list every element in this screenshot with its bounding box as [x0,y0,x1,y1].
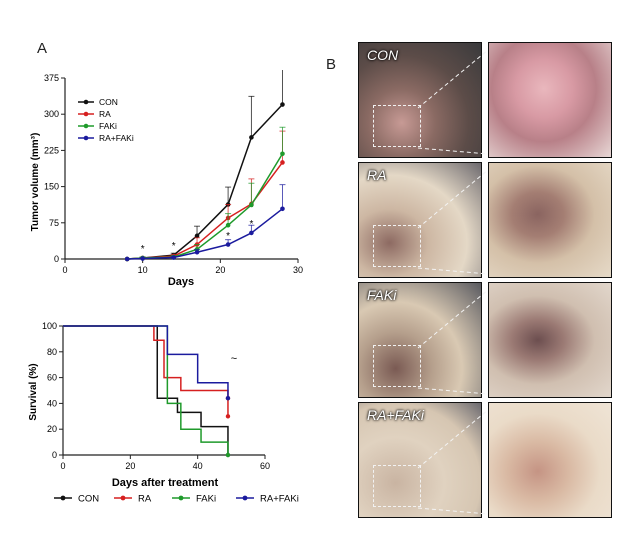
photo-group-label: RA [367,167,387,183]
mouse-photo-zoom [488,282,612,398]
panel-b-label: B [326,56,337,73]
volume-data-point [225,242,231,247]
volume-data-point [280,102,285,107]
survival-y-label: Survival (%) [28,363,39,420]
volume-data-point [249,202,254,208]
survival-legend-label: CON [78,494,99,505]
volume-legend-label: RA [99,109,111,119]
volume-y-label: Tumor volume (mm³) [30,133,41,232]
survival-legend-marker [242,495,248,501]
significance-marker: * [226,231,230,242]
volume-y-tick-label: 300 [44,109,59,119]
survival-y-tick-label: 80 [47,347,57,357]
zoom-region-box [373,225,421,267]
volume-x-tick-label: 20 [215,265,225,275]
survival-x-label: Days after treatment [112,477,219,489]
mouse-photo-zoom [488,42,612,158]
volume-data-point [140,256,145,261]
photo-group-label: CON [367,47,399,63]
survival-annotation: ~ [231,353,237,365]
panel-a-label: A [37,40,48,57]
volume-y-tick-label: 75 [49,218,59,228]
volume-x-tick-label: 0 [62,265,67,275]
volume-legend-marker [83,123,89,129]
volume-legend-label: CON [99,97,118,107]
volume-y-tick-label: 375 [44,73,59,83]
volume-series-line [127,162,284,260]
volume-series-line [127,153,284,260]
survival-legend-label: RA+FAKi [260,494,299,505]
volume-data-point [280,206,285,212]
mouse-photo-overview: RA [358,162,482,278]
volume-x-tick-label: 10 [138,265,148,275]
volume-x-label: Days [168,276,194,288]
zoom-region-box [373,345,421,387]
volume-x-tick-label: 30 [293,265,303,275]
volume-series-line [127,208,283,260]
volume-data-point [194,249,200,255]
survival-x-tick-label: 40 [193,461,203,471]
survival-x-tick-label: 0 [60,461,65,471]
survival-end-point [225,414,231,419]
photo-group-label: RA+FAKi [367,407,424,423]
volume-data-point [249,230,254,236]
volume-series-line [127,104,284,260]
survival-y-tick-label: 0 [52,450,57,460]
tumor-volume-chart: 0 75 150 225 300 375 0 10 20 30 * * * * CON RA FAKi RA+… [30,70,303,288]
volume-legend-marker [83,135,89,141]
survival-y-tick-label: 60 [47,373,57,383]
survival-legend: CON RA FAKi RA+FAKi [54,494,299,505]
mouse-photo-overview: CON [358,42,482,158]
mouse-photo-overview: RA+FAKi [358,402,482,518]
mouse-photo-zoom [488,402,612,518]
volume-data-point [249,135,254,140]
volume-y-tick-label: 150 [44,182,59,192]
volume-y-tick-label: 0 [54,254,59,264]
volume-data-point [171,255,177,260]
volume-data-point [280,160,285,165]
survival-legend-marker [60,495,66,501]
zoom-region-box [373,465,421,507]
survival-step-line [63,325,229,399]
photo-group-label: FAKi [367,287,397,303]
survival-legend-label: FAKi [196,494,216,505]
volume-data-point [124,256,130,262]
mouse-photo-overview: FAKi [358,282,482,398]
significance-marker: * [172,241,176,252]
survival-y-tick-label: 20 [47,424,57,434]
survival-legend-marker [120,495,126,501]
volume-data-point [280,151,285,157]
significance-marker: * [141,244,145,255]
zoom-region-box [373,105,421,147]
volume-data-point [194,233,200,239]
survival-legend-label: RA [138,494,152,505]
survival-step-line [63,325,229,455]
survival-step-line [63,325,229,417]
survival-chart: 0 20 40 60 80 100 0 20 40 60 ~ Days after treatme… [28,321,270,489]
survival-y-tick-label: 100 [42,321,57,331]
survival-x-tick-label: 60 [260,461,270,471]
significance-marker: * [249,219,253,230]
volume-legend-label: RA+FAKi [99,133,134,143]
volume-data-point [225,222,231,228]
volume-y-tick-label: 225 [44,145,59,155]
survival-y-tick-label: 40 [47,398,57,408]
survival-end-point [225,396,231,401]
volume-legend-marker [83,99,89,105]
survival-x-tick-label: 20 [125,461,135,471]
volume-legend-label: FAKi [99,121,117,131]
volume-legend-marker [83,111,89,117]
survival-end-point [225,452,231,458]
survival-legend-marker [178,495,184,501]
mouse-photo-zoom [488,162,612,278]
